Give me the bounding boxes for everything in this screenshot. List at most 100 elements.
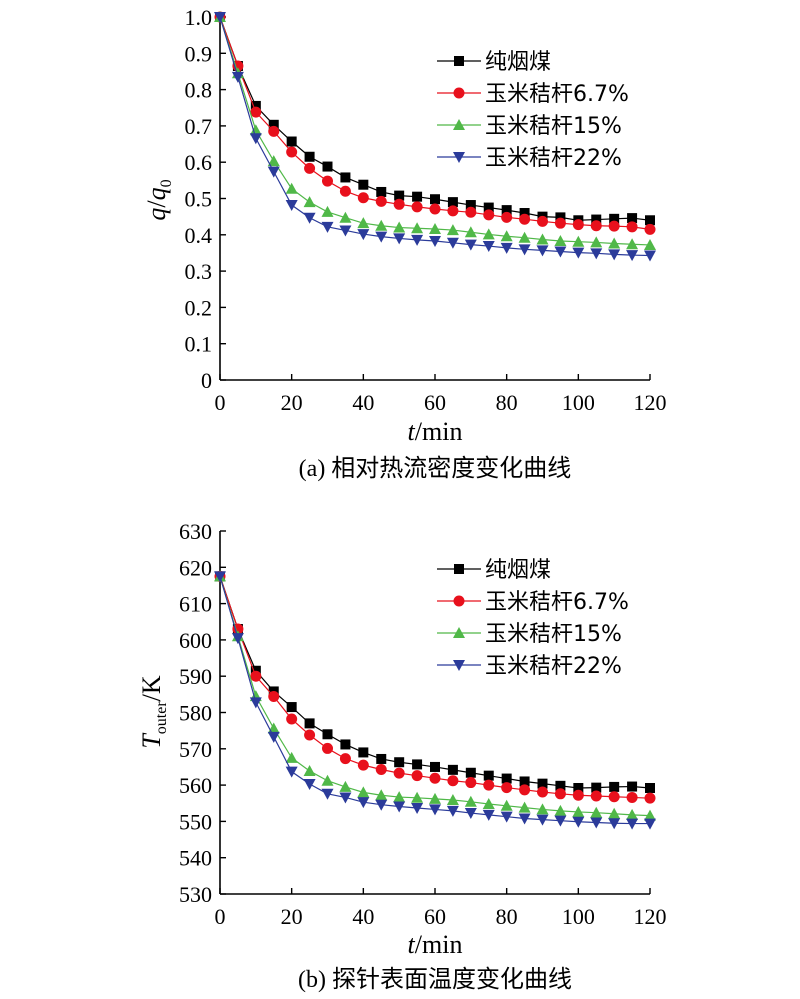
- data-point: [464, 795, 477, 807]
- data-point: [483, 770, 494, 781]
- data-point: [394, 190, 405, 201]
- data-point: [412, 191, 423, 202]
- data-point: [501, 773, 512, 784]
- data-point: [339, 225, 352, 237]
- y-axis-label: q/q0: [142, 179, 175, 220]
- data-point: [411, 222, 424, 234]
- data-point: [536, 245, 549, 257]
- data-point: [286, 702, 297, 713]
- legend-item: 玉米秸杆15%: [437, 114, 622, 139]
- data-point: [376, 186, 387, 197]
- data-point: [537, 786, 548, 798]
- data-point: [393, 221, 406, 233]
- data-point: [519, 213, 531, 225]
- data-point: [626, 221, 638, 233]
- data-point: [608, 249, 621, 261]
- data-point: [464, 808, 477, 820]
- series-3: [214, 570, 656, 821]
- x-tick-label: 80: [496, 390, 518, 415]
- legend-item: 玉米秸杆15%: [437, 622, 622, 647]
- legend-label: 玉米秸杆6.7%: [485, 590, 629, 615]
- data-point: [268, 119, 279, 130]
- data-point: [465, 206, 477, 218]
- data-point: [321, 221, 334, 233]
- data-point: [286, 136, 297, 147]
- x-tick-label: 40: [352, 904, 374, 929]
- legend-marker: [453, 595, 465, 607]
- data-point: [572, 816, 585, 828]
- data-point: [303, 764, 316, 776]
- data-point: [268, 125, 280, 137]
- x-axis-ticks: 0 20 40 60 80 100 120: [215, 374, 667, 415]
- data-point: [340, 739, 351, 750]
- data-point: [304, 718, 315, 729]
- data-point: [322, 742, 333, 754]
- y-tick-label: 0: [201, 368, 212, 393]
- data-point: [286, 713, 298, 725]
- y-axis-ticks: 530 540 550 560 570 580 590 600 610 620 630: [179, 519, 226, 907]
- data-point: [411, 802, 424, 814]
- data-point: [627, 213, 638, 224]
- data-point: [321, 205, 334, 217]
- data-point: [429, 772, 441, 784]
- data-point: [303, 212, 316, 224]
- x-tick-label: 0: [215, 390, 226, 415]
- data-point: [537, 778, 548, 789]
- x-tick-label: 0: [215, 904, 226, 929]
- data-point: [519, 784, 531, 796]
- data-point: [376, 753, 387, 764]
- data-point: [339, 780, 352, 792]
- data-point: [483, 209, 495, 221]
- data-point: [393, 767, 405, 779]
- data-point: [375, 789, 388, 801]
- data-point: [572, 789, 584, 801]
- data-point: [267, 731, 280, 743]
- legend-label: 玉米秸杆6.7%: [485, 82, 629, 107]
- data-point: [573, 783, 584, 794]
- data-point: [590, 248, 603, 260]
- data-point: [357, 192, 369, 204]
- data-point: [429, 203, 441, 215]
- y-tick-label: 0.2: [185, 295, 213, 320]
- legend-item: 玉米秸杆22%: [437, 654, 622, 679]
- data-point: [482, 228, 495, 240]
- legend-label: 玉米秸杆22%: [485, 654, 622, 679]
- series-3: [214, 11, 656, 250]
- data-point: [645, 215, 655, 226]
- y-axis-label: Touter/K: [137, 675, 170, 749]
- data-point: [591, 214, 602, 225]
- y-tick-label: 560: [179, 773, 212, 798]
- data-point: [644, 223, 656, 235]
- data-point: [609, 781, 620, 792]
- data-point: [339, 753, 351, 765]
- data-point: [554, 246, 567, 258]
- data-point: [304, 729, 316, 741]
- y-tick-label: 550: [179, 809, 212, 834]
- data-point: [626, 238, 639, 250]
- data-point: [482, 241, 495, 253]
- data-point: [375, 195, 387, 207]
- data-point: [250, 670, 262, 682]
- data-point: [231, 71, 244, 83]
- data-point: [429, 222, 441, 234]
- x-axis-label: t/min: [408, 930, 463, 959]
- y-tick-label: 0.7: [185, 114, 213, 139]
- x-tick-label: 100: [562, 904, 595, 929]
- data-point: [591, 782, 602, 793]
- data-point: [411, 234, 424, 246]
- data-point: [285, 200, 298, 212]
- data-point: [231, 633, 244, 645]
- data-point: [393, 233, 406, 245]
- data-point: [572, 805, 585, 817]
- data-point: [500, 799, 513, 811]
- data-point: [626, 808, 639, 820]
- data-point: [214, 12, 226, 23]
- legend-marker: [453, 660, 465, 671]
- legend-item: 纯烟煤: [437, 50, 551, 75]
- data-point: [285, 766, 298, 778]
- chart-caption: (b) 探针表面温度变化曲线: [298, 966, 572, 993]
- data-point: [411, 791, 424, 803]
- data-point: [446, 793, 459, 805]
- data-point: [430, 194, 440, 205]
